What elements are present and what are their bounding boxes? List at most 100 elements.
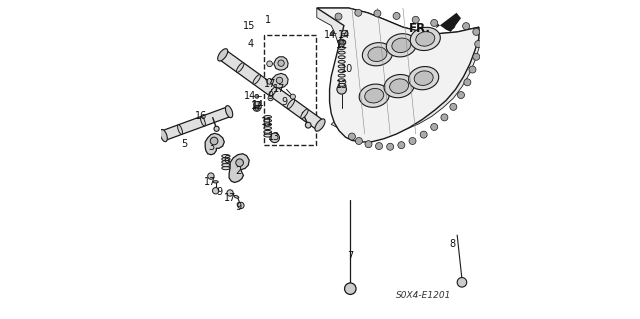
Circle shape [305, 122, 311, 128]
Ellipse shape [253, 106, 260, 111]
Ellipse shape [416, 32, 435, 46]
Circle shape [211, 137, 218, 145]
Ellipse shape [221, 154, 230, 158]
Ellipse shape [338, 39, 345, 45]
Circle shape [276, 77, 283, 84]
Ellipse shape [410, 27, 440, 50]
Circle shape [374, 10, 381, 17]
Ellipse shape [338, 60, 345, 63]
Text: S0X4-E1201: S0X4-E1201 [396, 291, 451, 300]
Text: 17: 17 [204, 177, 216, 187]
Ellipse shape [414, 71, 433, 85]
Circle shape [214, 126, 219, 131]
Ellipse shape [221, 158, 230, 161]
Circle shape [348, 133, 355, 140]
Text: 14: 14 [244, 91, 256, 101]
Circle shape [291, 94, 296, 99]
Text: 9: 9 [216, 187, 223, 197]
Circle shape [450, 103, 457, 110]
Circle shape [355, 137, 362, 145]
Circle shape [420, 131, 427, 138]
Circle shape [458, 92, 465, 99]
Ellipse shape [338, 74, 345, 77]
Text: 13: 13 [268, 131, 280, 142]
Ellipse shape [338, 65, 345, 68]
Circle shape [412, 16, 419, 23]
Text: 12: 12 [251, 101, 263, 111]
Ellipse shape [338, 47, 345, 49]
Ellipse shape [362, 43, 392, 66]
Text: 7: 7 [348, 251, 354, 261]
Text: 9: 9 [282, 97, 288, 107]
Circle shape [431, 123, 438, 130]
Circle shape [441, 114, 448, 121]
Text: 3: 3 [208, 142, 214, 152]
Polygon shape [317, 8, 479, 137]
Circle shape [335, 13, 342, 20]
Circle shape [376, 143, 383, 150]
Ellipse shape [269, 86, 277, 96]
Text: 14: 14 [324, 30, 337, 40]
Circle shape [270, 133, 280, 143]
Circle shape [236, 159, 243, 167]
Ellipse shape [365, 88, 384, 103]
Circle shape [237, 202, 244, 209]
Ellipse shape [264, 123, 271, 126]
Circle shape [431, 19, 438, 26]
Text: 14: 14 [252, 100, 264, 110]
Text: 13: 13 [336, 79, 348, 90]
Ellipse shape [359, 84, 389, 107]
Circle shape [473, 28, 480, 35]
Circle shape [253, 101, 260, 108]
Circle shape [387, 143, 394, 150]
Text: 9: 9 [268, 91, 274, 101]
Circle shape [255, 107, 259, 110]
Circle shape [212, 188, 219, 194]
Polygon shape [220, 50, 323, 130]
Text: 12: 12 [336, 40, 349, 50]
Ellipse shape [160, 130, 167, 142]
Circle shape [278, 60, 284, 66]
Ellipse shape [221, 160, 230, 164]
Polygon shape [274, 57, 288, 70]
Text: 17: 17 [264, 78, 276, 89]
Text: 17: 17 [273, 84, 285, 94]
Circle shape [393, 12, 400, 19]
Ellipse shape [338, 51, 345, 54]
Ellipse shape [234, 196, 239, 198]
Ellipse shape [237, 63, 244, 72]
Text: 2: 2 [236, 166, 242, 176]
Text: 10: 10 [341, 63, 353, 74]
Ellipse shape [200, 116, 205, 126]
Text: 16: 16 [195, 111, 207, 122]
Circle shape [473, 53, 480, 60]
Circle shape [337, 85, 346, 94]
Ellipse shape [315, 119, 325, 131]
Ellipse shape [338, 70, 345, 72]
Text: 17: 17 [224, 193, 236, 204]
Circle shape [475, 41, 482, 48]
Polygon shape [205, 133, 224, 155]
Polygon shape [435, 13, 461, 32]
Polygon shape [271, 73, 288, 88]
Circle shape [365, 141, 372, 148]
Circle shape [267, 61, 273, 67]
Circle shape [342, 30, 348, 37]
Ellipse shape [264, 115, 271, 118]
Circle shape [469, 66, 476, 73]
Ellipse shape [253, 75, 260, 84]
Circle shape [268, 96, 273, 101]
Ellipse shape [221, 164, 230, 167]
Ellipse shape [213, 181, 218, 183]
Ellipse shape [225, 106, 233, 118]
Ellipse shape [264, 119, 271, 122]
Ellipse shape [338, 56, 345, 59]
Circle shape [340, 40, 344, 44]
Ellipse shape [264, 127, 271, 130]
Circle shape [330, 32, 333, 35]
Ellipse shape [301, 109, 308, 119]
Polygon shape [162, 107, 231, 140]
Circle shape [409, 137, 416, 145]
Circle shape [355, 9, 362, 16]
Text: 6: 6 [223, 155, 230, 166]
